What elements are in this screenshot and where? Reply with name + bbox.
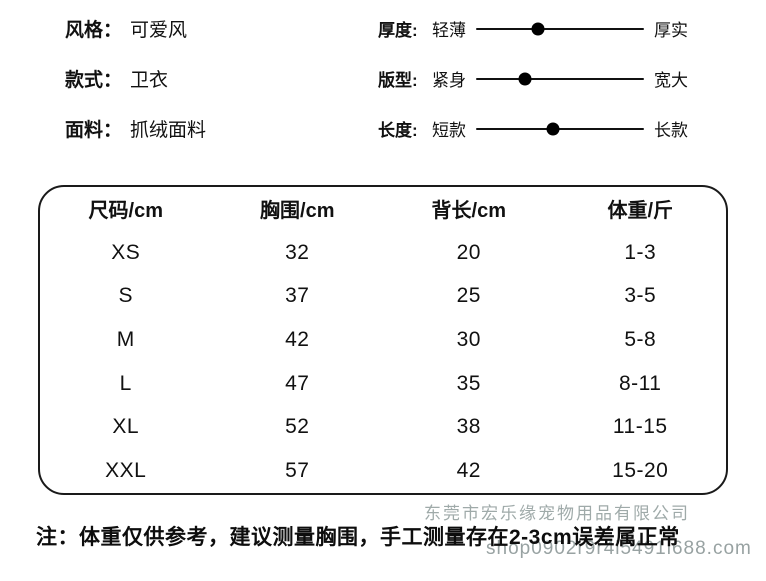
table-cell: 15-20 xyxy=(612,459,669,483)
slider-dot-icon xyxy=(518,72,532,85)
table-cell: 30 xyxy=(456,327,481,351)
measurement-note: 注：体重仅供参考，建议测量胸围，手工测量存在2-3cm误差属正常 xyxy=(36,526,680,549)
table-cell: 25 xyxy=(456,284,481,308)
slider-track xyxy=(476,122,644,135)
table-cell: 3-5 xyxy=(624,284,657,308)
property-sliders: 厚度: 轻薄 厚实 版型: 紧身 宽大 长度: 短款 长款 xyxy=(378,17,688,140)
table-cell: 35 xyxy=(456,371,481,395)
slider-thickness: 厚度: 轻薄 厚实 xyxy=(378,17,688,40)
table-cell: 5-8 xyxy=(624,327,657,351)
slider-right-label: 长款 xyxy=(654,121,688,140)
attribute-label: 风格： xyxy=(65,20,123,41)
slider-right-label: 宽大 xyxy=(654,71,688,90)
slider-track xyxy=(476,22,644,35)
size-table-header: 体重/斤 xyxy=(607,200,674,223)
table-cell: 47 xyxy=(285,371,310,395)
table-cell: 42 xyxy=(456,459,481,483)
size-table-header: 背长/cm xyxy=(431,200,506,223)
table-cell: XL xyxy=(112,415,140,439)
slider-dot-icon xyxy=(546,122,560,135)
size-table-header: 尺码/cm xyxy=(88,200,163,223)
attribute-fabric: 面料： 抓绒面料 xyxy=(65,116,206,141)
slider-left-label: 紧身 xyxy=(432,71,466,90)
slider-label: 厚度: xyxy=(378,21,418,40)
slider-length: 长度: 短款 长款 xyxy=(378,117,688,140)
attribute-type: 款式： 卫衣 xyxy=(65,66,206,91)
attribute-value: 可爱风 xyxy=(130,20,188,41)
slider-label: 长度: xyxy=(378,121,418,140)
attribute-value: 抓绒面料 xyxy=(130,120,207,141)
table-cell: 57 xyxy=(285,459,310,483)
slider-right-label: 厚实 xyxy=(654,21,688,40)
attribute-label: 面料： xyxy=(65,120,123,141)
slider-left-label: 短款 xyxy=(432,121,466,140)
attribute-style: 风格： 可爱风 xyxy=(65,16,206,41)
slider-track xyxy=(476,72,644,85)
table-cell: M xyxy=(116,327,135,351)
table-cell: L xyxy=(119,371,132,395)
slider-left-label: 轻薄 xyxy=(432,21,466,40)
table-cell: 42 xyxy=(285,327,310,351)
slider-dot-icon xyxy=(531,22,545,35)
watermark-shop-id: shop0902r9r4l5491l688.com xyxy=(486,538,752,559)
table-cell: 32 xyxy=(285,240,310,264)
table-cell: 8-11 xyxy=(619,371,662,395)
product-attributes: 风格： 可爱风 款式： 卫衣 面料： 抓绒面料 xyxy=(65,16,206,141)
table-cell: XXL xyxy=(105,459,147,483)
slider-label: 版型: xyxy=(378,71,418,90)
watermark-company: 东莞市宏乐缘宠物用品有限公司 xyxy=(424,504,690,523)
size-table: 尺码/cm 胸围/cm 背长/cm 体重/斤 XS 32 20 1-3 S 37… xyxy=(38,185,728,495)
table-cell: 1-3 xyxy=(624,240,657,264)
table-cell: 52 xyxy=(285,415,310,439)
table-cell: 37 xyxy=(285,284,310,308)
size-table-header: 胸围/cm xyxy=(260,200,335,223)
attribute-value: 卫衣 xyxy=(130,70,169,91)
table-cell: S xyxy=(118,284,133,308)
table-cell: XS xyxy=(111,240,141,264)
slider-fit: 版型: 紧身 宽大 xyxy=(378,67,688,90)
table-cell: 20 xyxy=(456,240,481,264)
attribute-label: 款式： xyxy=(65,70,123,91)
table-cell: 11-15 xyxy=(612,415,668,439)
table-cell: 38 xyxy=(456,415,481,439)
